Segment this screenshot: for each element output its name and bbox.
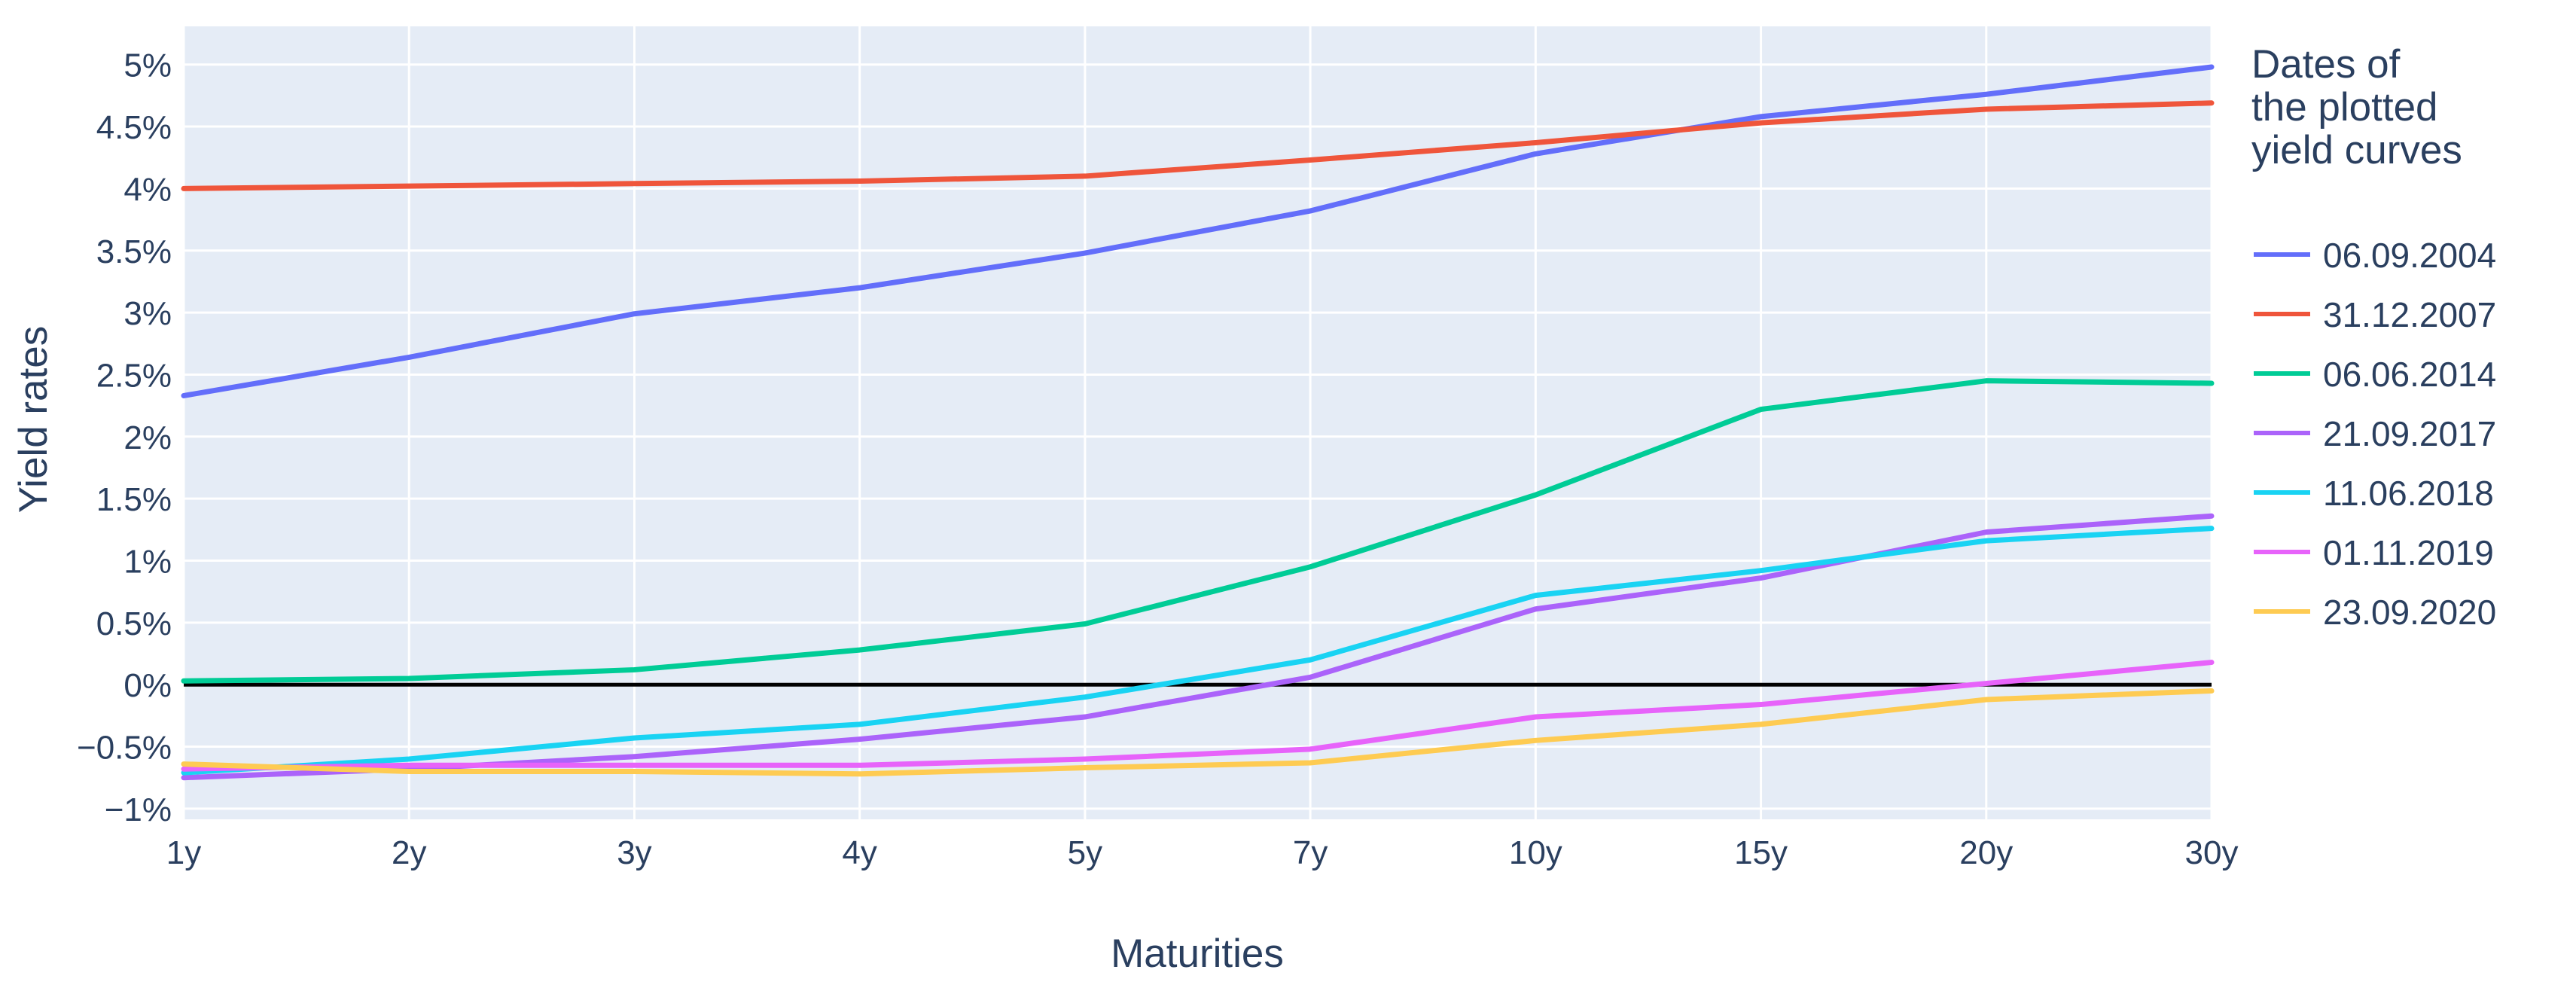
legend-item-label: 06.09.2004	[2323, 236, 2496, 275]
x-tick-label: 2y	[392, 834, 426, 871]
y-tick-label: −1%	[105, 791, 172, 828]
x-tick-label: 10y	[1509, 834, 1562, 871]
legend-item-06.09.2004[interactable]: 06.09.2004	[2254, 236, 2496, 275]
plot-area-background[interactable]	[184, 26, 2212, 819]
y-tick-label: 0%	[123, 667, 172, 704]
series-line-11.06.2018[interactable]	[181, 526, 2215, 776]
y-tick-label: 3%	[123, 295, 172, 332]
legend-item-23.09.2020[interactable]: 23.09.2020	[2254, 593, 2496, 632]
x-tick-label: 3y	[617, 834, 651, 871]
series-line-31.12.2007[interactable]	[181, 100, 2215, 191]
y-tick-label: 0.5%	[96, 605, 172, 642]
y-tick-label: 2%	[123, 419, 172, 456]
series-line-06.09.2004[interactable]	[181, 64, 2215, 398]
series-lines	[181, 64, 2215, 781]
y-tick-label: 3.5%	[96, 233, 172, 270]
x-tick-label: 4y	[842, 834, 876, 871]
y-tick-label: 4%	[123, 171, 172, 208]
x-axis-tick-labels: 1y 2y 3y 4y 5y 7y 10y 15y 20y 30y	[166, 834, 2239, 871]
x-tick-label: 20y	[1959, 834, 2013, 871]
x-tick-label: 15y	[1734, 834, 1788, 871]
legend-item-label: 06.06.2014	[2323, 355, 2496, 394]
series-line-06.06.2014[interactable]	[181, 378, 2215, 684]
y-tick-label: 2.5%	[96, 357, 172, 394]
legend-item-label: 23.09.2020	[2323, 593, 2496, 632]
y-tick-label: 4.5%	[96, 109, 172, 146]
x-tick-label: 1y	[166, 834, 201, 871]
y-tick-label: 1%	[123, 544, 172, 581]
legend-item-label: 01.11.2019	[2323, 533, 2494, 572]
x-tick-label: 5y	[1068, 834, 1102, 871]
legend-item-01.11.2019[interactable]: 01.11.2019	[2254, 533, 2494, 572]
y-axis-tick-labels: 5% 4.5% 4% 3.5% 3% 2.5% 2% 1.5% 1% 0.5% 0% −0.5% −1%	[77, 47, 172, 828]
legend-item-21.09.2017[interactable]: 21.09.2017	[2254, 414, 2496, 453]
legend-item-31.12.2007[interactable]: 31.12.2007	[2254, 295, 2496, 334]
legend-item-label: 21.09.2017	[2323, 414, 2496, 453]
series-line-23.09.2020[interactable]	[181, 688, 2215, 777]
legend-title-line: yield curves	[2251, 128, 2462, 172]
y-axis-title: Yield rates	[11, 326, 56, 513]
x-tick-label: 7y	[1293, 834, 1328, 871]
legend-title-line: Dates of	[2251, 42, 2401, 87]
legend-title-line: the plotted	[2251, 85, 2438, 130]
legend-item-11.06.2018[interactable]: 11.06.2018	[2254, 474, 2494, 513]
legend-item-label: 11.06.2018	[2323, 474, 2494, 513]
x-tick-label: 30y	[2185, 834, 2239, 871]
y-tick-label: 5%	[123, 47, 172, 84]
y-tick-label: −0.5%	[77, 730, 172, 767]
legend-item-06.06.2014[interactable]: 06.06.2014	[2254, 355, 2496, 394]
y-tick-label: 1.5%	[96, 481, 172, 518]
x-axis-title: Maturities	[1111, 932, 1284, 976]
legend-item-label: 31.12.2007	[2323, 295, 2496, 334]
series-line-01.11.2019[interactable]	[181, 660, 2215, 772]
